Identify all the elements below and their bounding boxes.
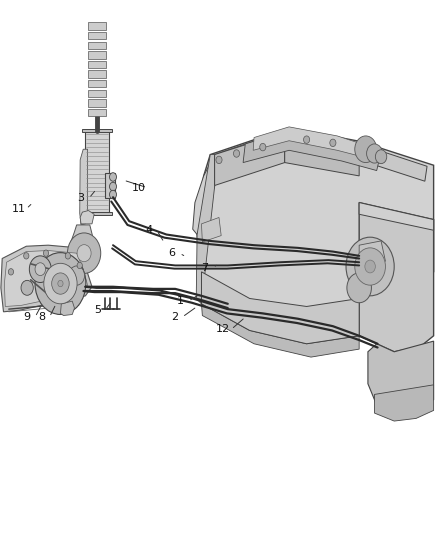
Polygon shape xyxy=(359,241,385,266)
Circle shape xyxy=(216,156,222,164)
Circle shape xyxy=(77,262,82,269)
Text: 12: 12 xyxy=(216,325,230,334)
Bar xyxy=(88,32,106,39)
Bar xyxy=(88,22,106,30)
Text: 10: 10 xyxy=(132,183,146,192)
Polygon shape xyxy=(201,304,359,357)
Polygon shape xyxy=(4,251,88,306)
Circle shape xyxy=(21,280,33,295)
Circle shape xyxy=(365,260,375,273)
Text: 4: 4 xyxy=(145,225,152,235)
Polygon shape xyxy=(82,129,112,132)
Polygon shape xyxy=(215,132,285,185)
Circle shape xyxy=(110,190,117,199)
Polygon shape xyxy=(374,385,434,421)
Circle shape xyxy=(35,253,86,314)
Text: 8: 8 xyxy=(38,312,45,322)
Circle shape xyxy=(35,263,46,276)
Circle shape xyxy=(347,273,371,303)
Text: 2: 2 xyxy=(171,312,178,322)
Circle shape xyxy=(110,173,117,181)
Circle shape xyxy=(52,273,69,294)
Polygon shape xyxy=(80,149,88,225)
Text: 11: 11 xyxy=(11,204,25,214)
Bar xyxy=(88,51,106,59)
Polygon shape xyxy=(201,217,221,242)
Polygon shape xyxy=(359,203,434,230)
Circle shape xyxy=(65,253,71,259)
Polygon shape xyxy=(82,212,112,215)
Polygon shape xyxy=(253,127,374,160)
Polygon shape xyxy=(60,301,74,316)
Bar xyxy=(88,42,106,49)
Circle shape xyxy=(260,143,266,151)
Circle shape xyxy=(77,245,91,262)
Text: 7: 7 xyxy=(201,263,208,272)
Bar xyxy=(88,99,106,107)
Text: 1: 1 xyxy=(177,296,184,306)
Circle shape xyxy=(110,182,117,191)
Circle shape xyxy=(304,136,310,143)
Text: 5: 5 xyxy=(94,305,101,315)
Bar xyxy=(88,90,106,97)
Polygon shape xyxy=(368,341,434,413)
Circle shape xyxy=(367,144,382,163)
Polygon shape xyxy=(285,132,359,176)
Text: 9: 9 xyxy=(24,312,31,322)
Bar xyxy=(88,80,106,87)
Text: 3: 3 xyxy=(78,193,85,203)
Circle shape xyxy=(24,253,29,259)
Circle shape xyxy=(233,150,240,157)
Circle shape xyxy=(375,150,387,164)
Polygon shape xyxy=(197,128,434,344)
Polygon shape xyxy=(196,155,215,304)
Text: 6: 6 xyxy=(168,248,175,258)
Circle shape xyxy=(44,263,77,304)
Polygon shape xyxy=(193,155,215,235)
Circle shape xyxy=(346,237,394,296)
Polygon shape xyxy=(1,245,92,312)
Bar xyxy=(88,61,106,68)
Circle shape xyxy=(69,266,85,285)
Circle shape xyxy=(8,269,14,275)
Bar xyxy=(88,70,106,78)
Polygon shape xyxy=(70,225,95,268)
Bar xyxy=(88,109,106,116)
Circle shape xyxy=(355,136,377,163)
Circle shape xyxy=(355,248,385,285)
Circle shape xyxy=(67,233,101,273)
Polygon shape xyxy=(243,131,381,171)
Polygon shape xyxy=(215,131,427,181)
Circle shape xyxy=(29,256,51,282)
Polygon shape xyxy=(105,173,115,198)
Polygon shape xyxy=(359,203,434,352)
Circle shape xyxy=(330,139,336,147)
Polygon shape xyxy=(80,211,94,224)
Circle shape xyxy=(43,250,49,256)
Polygon shape xyxy=(85,131,109,213)
Polygon shape xyxy=(201,272,359,344)
Circle shape xyxy=(58,280,63,287)
